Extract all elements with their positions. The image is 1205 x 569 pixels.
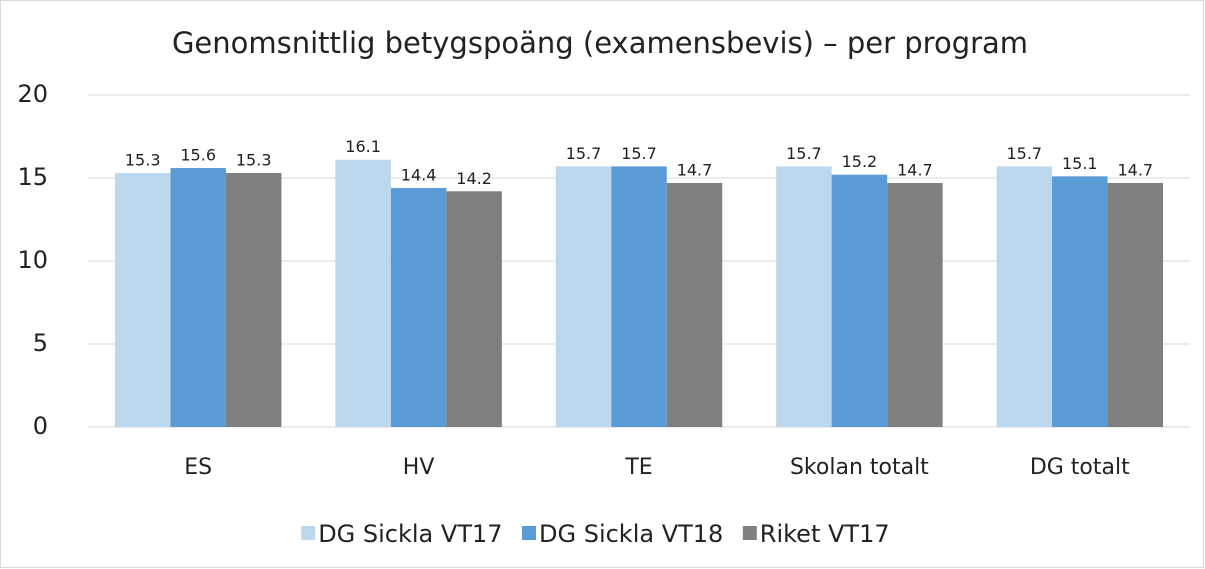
data-label: 15.6 — [180, 146, 216, 165]
legend-swatch — [301, 526, 316, 540]
legend-label: DG Sickla VT18 — [539, 520, 723, 548]
data-label: 15.2 — [842, 152, 878, 171]
y-tick-label: 15 — [17, 163, 48, 191]
data-label: 15.7 — [1006, 144, 1042, 163]
data-label: 14.7 — [677, 160, 713, 179]
data-label: 15.3 — [125, 151, 161, 170]
data-label: 15.1 — [1062, 154, 1098, 173]
bar — [555, 166, 612, 427]
legend-label: DG Sickla VT17 — [318, 520, 502, 548]
x-tick-label: ES — [184, 455, 212, 480]
data-label: 14.7 — [1117, 160, 1153, 179]
data-label: 14.4 — [401, 165, 437, 184]
bar — [996, 166, 1053, 427]
bar — [666, 182, 723, 427]
data-label: 16.1 — [345, 137, 381, 156]
y-tick-label: 20 — [17, 80, 48, 108]
bar — [611, 166, 667, 427]
legend-swatch — [522, 526, 536, 540]
y-tick-label: 0 — [33, 412, 48, 440]
bar — [831, 174, 888, 427]
bar — [390, 187, 447, 427]
x-tick-label: DG totalt — [1030, 455, 1130, 480]
bar — [776, 166, 832, 427]
bar — [225, 173, 282, 427]
y-tick-label: 10 — [17, 246, 48, 274]
x-tick-label: TE — [624, 455, 652, 480]
data-label: 14.2 — [456, 169, 492, 188]
bar — [1107, 182, 1164, 427]
bar — [446, 191, 502, 427]
bar — [887, 182, 943, 427]
data-label: 15.7 — [786, 144, 822, 163]
bar — [335, 159, 391, 428]
bar — [114, 173, 171, 427]
bar — [170, 168, 226, 428]
data-label: 15.7 — [621, 144, 657, 163]
bar — [1052, 176, 1108, 427]
y-tick-label: 5 — [33, 329, 48, 357]
x-tick-label: Skolan totalt — [790, 455, 929, 480]
legend-swatch — [742, 526, 757, 540]
x-tick-label: HV — [403, 455, 435, 480]
data-label: 15.7 — [566, 144, 602, 163]
chart-title: Genomsnittlig betygspoäng (examensbevis)… — [172, 26, 1028, 60]
data-label: 15.3 — [236, 151, 272, 170]
legend-label: Riket VT17 — [760, 520, 890, 548]
data-label: 14.7 — [897, 160, 933, 179]
